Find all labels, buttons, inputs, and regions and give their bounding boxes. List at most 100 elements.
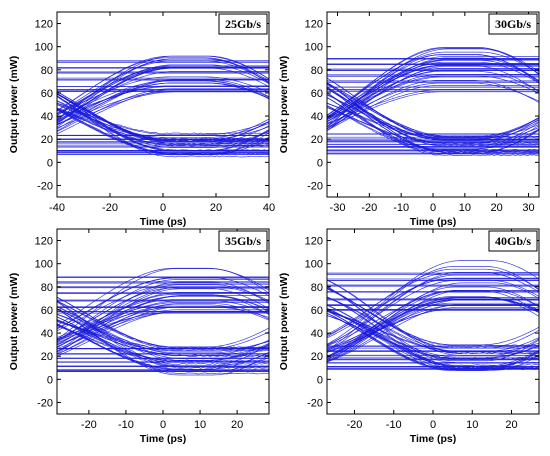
eye-trace-32: [327, 272, 539, 335]
y-tick-label: 40: [41, 328, 53, 340]
eye-trace-4: [327, 80, 539, 130]
x-axis-label: Time (ps): [140, 216, 186, 228]
x-tick-label: 0: [430, 202, 436, 214]
eye-trace-52: [327, 290, 539, 357]
eye-trace-48: [57, 82, 269, 126]
y-tick-label: 0: [317, 374, 323, 386]
bitrate-label: 40Gb/s: [495, 234, 531, 248]
y-tick-label: 0: [47, 157, 53, 169]
eye-trace-24: [57, 57, 269, 111]
y-tick-label: 100: [305, 259, 323, 271]
eye-panel-2: -20 0 20 40 60 80 100 120 -30 -20 -10 0 10 20 30 Time (…: [278, 11, 540, 228]
y-tick-label: 20: [311, 351, 323, 363]
y-tick-label: 0: [317, 157, 323, 169]
y-axis-label: Output power (mW): [8, 273, 20, 370]
y-tick-label: 80: [41, 65, 53, 77]
y-axis-label: Output power (mW): [8, 56, 20, 153]
y-tick-label: 0: [47, 374, 53, 386]
y-tick-label: 100: [35, 259, 53, 271]
eye-trace-39: [327, 297, 539, 358]
eye-trace-51: [327, 290, 539, 347]
eye-panel-1: -20 0 20 40 60 80 100 120 -40 -20 0 20 40 Time (ps) Ou…: [8, 11, 275, 228]
eye-trace-50: [327, 297, 539, 354]
eye-trace-6: [57, 319, 269, 369]
x-tick-label: -20: [361, 202, 377, 214]
eye-trace-53: [327, 103, 539, 139]
eye-trace-47: [57, 88, 269, 132]
eye-trace-13: [327, 82, 539, 137]
y-tick-label: 40: [41, 111, 53, 123]
x-tick-label: 20: [210, 202, 222, 214]
bitrate-label: 35Gb/s: [225, 234, 261, 248]
x-tick-label: -40: [49, 202, 65, 214]
bitrate-label-box: [218, 13, 268, 35]
y-tick-label: 20: [311, 134, 323, 146]
eye-trace-54: [327, 102, 539, 138]
eye-trace-8: [57, 267, 269, 326]
y-tick-label: 120: [35, 19, 53, 31]
eye-trace-51: [57, 288, 269, 354]
eye-trace-4: [57, 295, 269, 353]
y-tick-label: 20: [41, 134, 53, 146]
eye-trace-33: [327, 97, 539, 150]
eye-trace-0: [327, 70, 539, 121]
y-tick-label: 60: [311, 305, 323, 317]
eye-trace-48: [327, 279, 539, 346]
x-tick-label: 40: [263, 202, 275, 214]
x-tick-label: 10: [459, 202, 471, 214]
eye-trace-0: [327, 260, 539, 345]
y-tick-label: 120: [305, 19, 323, 31]
y-tick-label: 40: [311, 328, 323, 340]
y-tick-label: 20: [41, 351, 53, 363]
bitrate-label: 25Gb/s: [225, 17, 261, 31]
x-tick-label: 30: [522, 202, 534, 214]
y-tick-label: 40: [311, 111, 323, 123]
y-tick-label: 100: [305, 42, 323, 54]
y-tick-label: -20: [307, 397, 323, 409]
eye-trace-30: [57, 104, 269, 140]
y-tick-label: 60: [41, 88, 53, 100]
eye-trace-26: [327, 92, 539, 157]
eye-trace-52: [57, 67, 269, 122]
x-axis-label: Time (ps): [140, 433, 186, 445]
eye-panel-4: -20 0 20 40 60 80 100 120 -20 -10 0 10 20 Time (ps) Ou…: [278, 228, 540, 445]
eye-trace-9: [327, 315, 539, 359]
y-tick-label: -20: [37, 180, 53, 192]
x-tick-label: 0: [430, 419, 436, 431]
eye-trace-39: [327, 56, 539, 119]
x-tick-label: 10: [194, 419, 206, 431]
eye-trace-55: [57, 283, 269, 332]
eye-traces: [57, 55, 269, 158]
y-axis-label: Output power (mW): [278, 273, 290, 370]
y-tick-label: 80: [311, 282, 323, 294]
y-tick-label: 80: [41, 282, 53, 294]
eye-trace-49: [327, 296, 539, 352]
eye-trace-40: [57, 58, 269, 125]
eye-trace-54: [57, 100, 269, 147]
x-tick-label: 20: [505, 419, 517, 431]
x-tick-label: 0: [160, 419, 166, 431]
x-axis-label: Time (ps): [410, 216, 456, 228]
y-tick-label: -20: [37, 397, 53, 409]
x-tick-label: 20: [491, 202, 503, 214]
x-tick-label: -10: [118, 419, 134, 431]
y-tick-label: 60: [311, 88, 323, 100]
eye-trace-44: [327, 266, 539, 351]
eye-trace-42: [57, 96, 269, 158]
eye-trace-31: [57, 279, 269, 343]
eye-trace-45: [57, 316, 269, 361]
y-tick-label: 80: [311, 65, 323, 77]
eye-trace-11: [57, 277, 269, 329]
eye-trace-40: [327, 48, 539, 127]
eye-traces: [327, 260, 539, 371]
y-axis-label: Output power (mW): [278, 56, 290, 153]
x-tick-label: -20: [81, 419, 97, 431]
eye-trace-7: [327, 85, 539, 131]
x-tick-label: -10: [393, 202, 409, 214]
eye-trace-54: [57, 300, 269, 349]
x-axis-label: Time (ps): [410, 433, 456, 445]
eye-panel-3: -20 0 20 40 60 80 100 120 -20 -10 0 10 20 Time (ps) Ou…: [8, 228, 270, 445]
bitrate-label-box: [488, 13, 538, 35]
eye-trace-24: [327, 286, 539, 359]
